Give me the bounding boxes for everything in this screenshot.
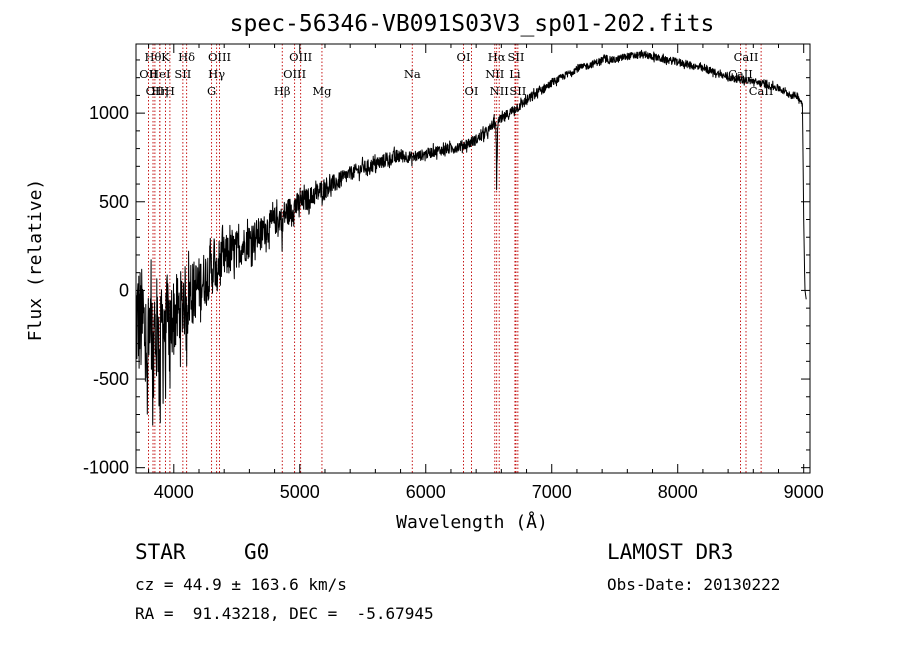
- line-label: OIII: [283, 67, 306, 81]
- survey-name: LAMOST DR3: [607, 540, 734, 564]
- line-label: Hη: [151, 84, 168, 98]
- line-label: OIII: [289, 50, 312, 64]
- line-label: Hα: [488, 50, 506, 64]
- line-label: Hγ: [208, 67, 225, 81]
- line-label: G: [207, 84, 216, 98]
- redshift-cz: cz = 44.9 ± 163.6 km/s: [135, 575, 347, 594]
- y-tick-label: 500: [99, 192, 129, 212]
- line-label: Hδ: [178, 50, 195, 64]
- line-label: OII: [139, 67, 158, 81]
- line-label: OI: [457, 50, 471, 64]
- line-label: OIII: [208, 50, 231, 64]
- line-label: NII: [490, 84, 509, 98]
- y-axis-label: Flux (relative): [25, 179, 46, 342]
- line-label: Na: [404, 67, 421, 81]
- line-label: SII: [509, 84, 526, 98]
- line-label: OI: [464, 84, 478, 98]
- line-label: CaII: [734, 50, 759, 64]
- ra-dec-coordinates: RA = 91.43218, DEC = -5.67945: [135, 604, 434, 623]
- x-tick-label: 5000: [280, 482, 320, 502]
- line-label: Hβ: [274, 84, 291, 98]
- line-label: HeI: [149, 67, 170, 81]
- y-tick-label: -1000: [83, 458, 129, 478]
- line-label: Mg: [312, 84, 332, 98]
- y-tick-label: 0: [119, 280, 129, 300]
- line-label: SII: [174, 67, 191, 81]
- line-label: Hθ: [145, 50, 162, 64]
- line-label: CaII: [749, 84, 774, 98]
- line-label: H: [165, 84, 175, 98]
- x-tick-label: 7000: [532, 482, 572, 502]
- line-label: SII: [507, 50, 524, 64]
- line-label: Li: [509, 67, 521, 81]
- spectrum-line: [135, 49, 807, 426]
- emission-line-labels: OIIHθOIIHeIHηKHSIIHδGHγOIIIHβOIIIOIIIMgN…: [139, 50, 773, 98]
- axis-ticks: 4000 5000 6000 7000 8000 9000 -1000 -500 0 500 100…: [83, 44, 824, 502]
- plot-frame: [135, 43, 811, 474]
- line-label: K: [161, 50, 170, 64]
- spectrum-series: [135, 49, 807, 426]
- x-axis-label: Wavelength (Å): [396, 511, 548, 533]
- x-tick-label: 4000: [154, 482, 194, 502]
- line-label: OII: [146, 84, 165, 98]
- y-tick-label: 1000: [89, 103, 129, 123]
- chart-title: spec-56346-VB091S03V3_sp01-202.fits: [230, 11, 715, 37]
- x-tick-label: 6000: [406, 482, 446, 502]
- observation-date: Obs-Date: 20130222: [607, 575, 781, 594]
- object-subclass: G0: [244, 540, 270, 564]
- line-label: CaII: [728, 67, 753, 81]
- emission-line-markers: [148, 44, 762, 473]
- x-tick-label: 9000: [784, 482, 824, 502]
- line-label: NII: [485, 67, 504, 81]
- y-tick-label: -500: [93, 369, 129, 389]
- x-tick-label: 8000: [658, 482, 698, 502]
- object-class: STAR: [135, 540, 186, 564]
